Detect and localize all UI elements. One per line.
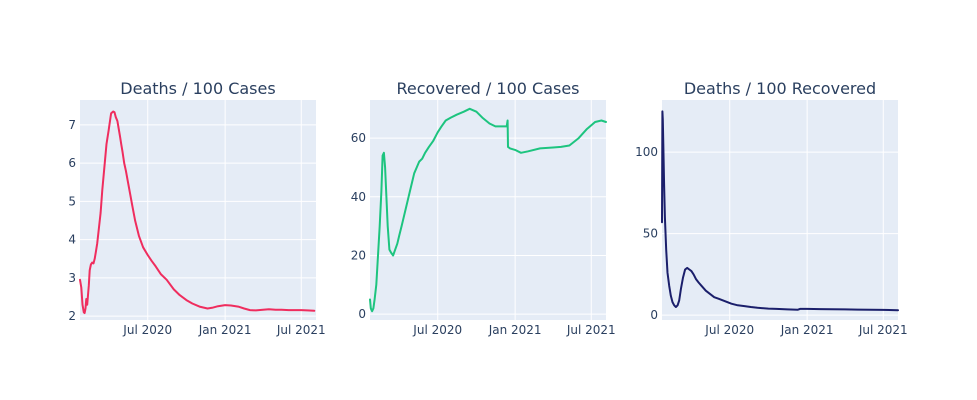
- chart-panel-2: Jul 2020 Jan 2021 Jul 2021 0 20 40 60 Recovered…: [351, 79, 616, 337]
- chart-title: Deaths / 100 Recovered: [684, 79, 876, 98]
- chart-title: Recovered / 100 Cases: [396, 79, 579, 98]
- series-line: [661, 110, 899, 312]
- y-tick-label: 5: [68, 194, 76, 208]
- y-tick-label: 100: [635, 145, 658, 159]
- y-tick-label: 2: [68, 309, 76, 323]
- x-tick-label: Jul 2021: [276, 323, 326, 337]
- x-tick-label: Jul 2020: [704, 323, 754, 337]
- y-tick-label: 40: [351, 190, 366, 204]
- series-line: [79, 110, 316, 315]
- plot-area: [370, 100, 606, 320]
- y-tick-label: 50: [643, 227, 658, 241]
- y-tick-label: 4: [68, 233, 76, 247]
- x-tick-label: Jan 2021: [198, 323, 252, 337]
- x-tick-label: Jan 2021: [488, 323, 542, 337]
- y-tick-label: 0: [650, 308, 658, 322]
- y-tick-label: 3: [68, 271, 76, 285]
- chart-panel-3: Jul 2020 Jan 2021 Jul 2021 0 50 100 Deaths / 1…: [635, 79, 908, 337]
- x-tick-label: Jul 2021: [566, 323, 616, 337]
- x-tick-label: Jul 2020: [412, 323, 462, 337]
- x-tick-label: Jan 2021: [780, 323, 834, 337]
- y-tick-label: 60: [351, 131, 366, 145]
- x-tick-label: Jul 2020: [122, 323, 172, 337]
- y-tick-label: 0: [358, 307, 366, 321]
- y-tick-label: 7: [68, 118, 76, 132]
- y-tick-label: 6: [68, 156, 76, 170]
- y-tick-label: 20: [351, 248, 366, 262]
- x-tick-label: Jul 2021: [858, 323, 908, 337]
- chart-title: Deaths / 100 Cases: [120, 79, 275, 98]
- chart-panel-1: Jul 2020 Jan 2021 Jul 2021 2 3 4 5 6 7 Deaths / 1…: [68, 79, 325, 337]
- series-line: [369, 107, 607, 313]
- plot-area: [662, 100, 898, 320]
- plot-area: [80, 100, 316, 320]
